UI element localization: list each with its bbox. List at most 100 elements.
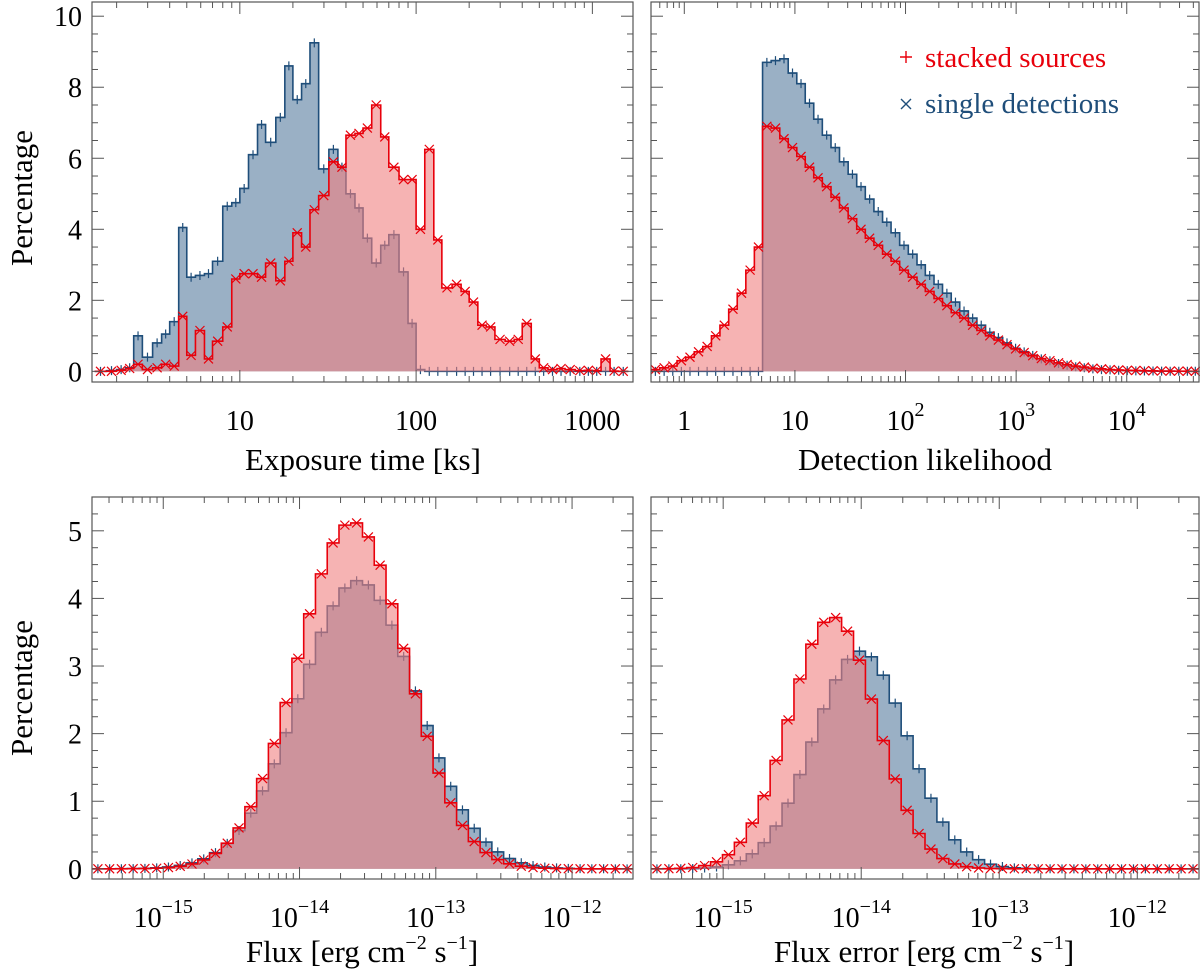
stacked-marker	[539, 863, 550, 874]
xlabel-exposure: Exposure time [ks]	[245, 442, 481, 477]
xtick-label: 100	[395, 406, 437, 437]
stacked-marker	[556, 363, 566, 374]
stacked-marker	[152, 362, 163, 373]
stacked-marker	[941, 300, 952, 311]
stacked-marker	[804, 162, 815, 173]
stacked-marker	[864, 233, 875, 244]
stacked-marker	[1140, 863, 1151, 874]
single-marker	[968, 313, 978, 323]
single-marker	[540, 862, 550, 872]
stacked-marker	[779, 133, 789, 144]
ytick-label: 1	[68, 787, 82, 818]
stacked-marker	[728, 304, 738, 315]
stacked-marker	[993, 335, 1004, 346]
single-marker	[309, 38, 319, 48]
stacked-marker	[530, 353, 541, 364]
stacked-marker	[222, 322, 233, 332]
ytick-label: 6	[68, 144, 82, 175]
stacked-marker	[1002, 339, 1012, 350]
single-marker	[847, 169, 857, 179]
stacked-marker	[362, 123, 373, 133]
stacked-marker	[565, 364, 576, 375]
stacked-marker	[890, 774, 901, 784]
stacked-marker	[563, 863, 574, 874]
single-marker	[916, 260, 926, 270]
single-marker	[457, 805, 467, 815]
stacked-marker	[984, 330, 995, 341]
stacked-marker	[283, 256, 294, 267]
stacked-marker	[1113, 365, 1124, 375]
stacked-marker	[257, 773, 268, 784]
stacked-marker	[210, 848, 221, 859]
stacked-marker	[175, 861, 186, 872]
stacked-marker	[890, 256, 901, 267]
single-marker	[275, 112, 285, 122]
stacked-marker	[1057, 863, 1067, 874]
stacked-marker	[485, 322, 496, 332]
stacked-marker	[1130, 365, 1141, 376]
single-marker	[938, 817, 948, 827]
xlabel-flux: Flux [erg cm−2 s−1]	[246, 932, 478, 969]
panel-flux-error: 10−15 10−14 10−13 10−12	[650, 496, 1200, 934]
stacked-marker	[163, 862, 174, 873]
stacked-marker	[230, 274, 241, 284]
stacked-marker	[495, 334, 505, 345]
stacked-marker	[650, 364, 661, 375]
stacked-marker	[926, 844, 936, 854]
stacked-marker	[139, 863, 150, 874]
stacked-marker	[133, 359, 143, 370]
stacked-marker	[177, 311, 188, 322]
single-marker	[974, 855, 984, 865]
stacked-marker	[398, 174, 409, 185]
stacked-marker	[269, 738, 280, 749]
stacked-marker	[551, 863, 562, 874]
stacked-marker	[1152, 863, 1163, 874]
stacked-marker	[351, 517, 362, 528]
single-marker	[873, 207, 883, 217]
stacked-marker	[856, 224, 866, 235]
stacked-marker	[1010, 344, 1021, 354]
stacked-marker	[281, 697, 291, 708]
stacked-marker	[699, 860, 710, 871]
stacked-marker	[318, 190, 329, 201]
stacked-marker	[1139, 365, 1150, 376]
plot-frame	[650, 496, 1200, 880]
single-marker	[257, 120, 267, 130]
single-marker	[469, 823, 479, 833]
stacked-marker	[794, 674, 805, 684]
stacked-marker	[735, 837, 746, 848]
xtick-label: 10−14	[832, 896, 891, 934]
single-marker	[248, 150, 258, 160]
stacked-marker	[328, 156, 339, 167]
stacked-marker	[547, 364, 558, 375]
single-marker	[222, 201, 232, 211]
stacked-marker	[747, 818, 758, 829]
stacked-marker	[609, 366, 620, 376]
xtick-label: 104	[1108, 399, 1146, 437]
ytick-label: 5	[68, 517, 82, 548]
stacked-marker	[1045, 355, 1055, 366]
stacked-marker	[212, 336, 223, 347]
stacked-marker	[685, 352, 695, 363]
legend-marker-single	[900, 98, 912, 110]
stacked-marker	[959, 313, 969, 323]
stacked-marker	[899, 265, 909, 276]
stacked-marker	[667, 361, 678, 371]
stacked-marker	[1079, 362, 1090, 373]
stacked-marker	[160, 359, 171, 370]
stacked-marker	[1021, 863, 1032, 874]
stacked-marker	[248, 268, 258, 279]
stacked-marker	[1019, 347, 1030, 358]
stacked-marker	[985, 863, 996, 874]
xlabel-flux-error: Flux error [erg cm−2 s−1]	[774, 932, 1074, 969]
stacked-fill	[92, 522, 633, 869]
single-marker	[950, 835, 960, 845]
ytick-label: 4	[68, 584, 82, 615]
single-marker	[422, 721, 432, 731]
stacked-marker	[513, 334, 524, 345]
stacked-marker	[753, 242, 764, 252]
single-marker	[239, 183, 249, 193]
single-marker	[976, 320, 986, 330]
single-marker	[186, 272, 196, 282]
stacked-marker	[169, 361, 180, 371]
